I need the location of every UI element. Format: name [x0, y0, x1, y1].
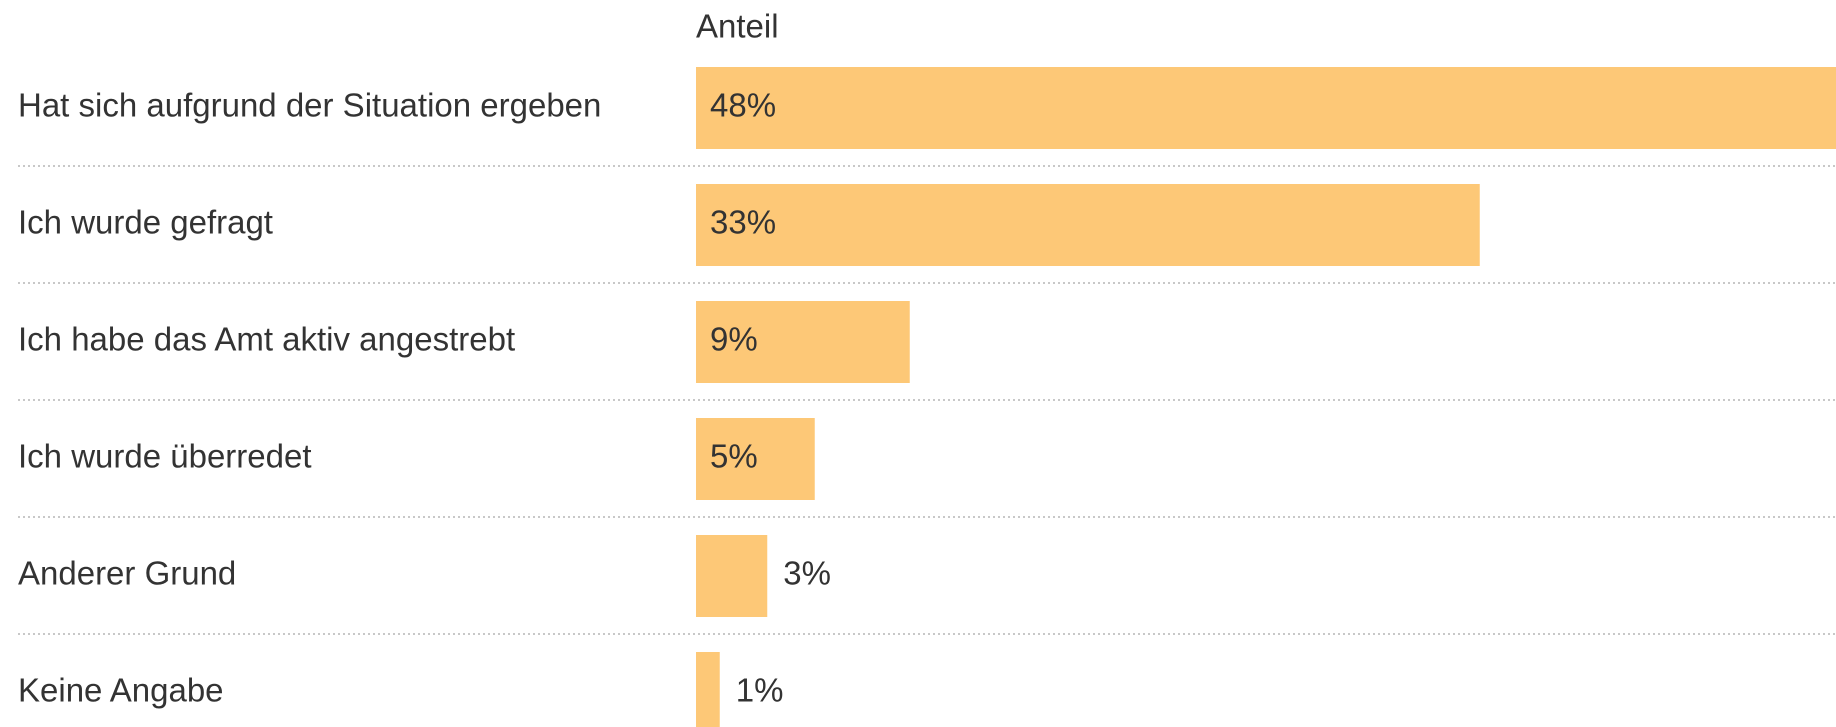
category-label: Anderer Grund	[18, 555, 236, 592]
value-label: 33%	[710, 204, 776, 241]
bar	[696, 535, 768, 617]
value-label: 1%	[736, 672, 784, 709]
value-label: 9%	[710, 321, 758, 358]
bar	[696, 418, 815, 500]
column-header: Anteil	[696, 8, 779, 45]
value-label: 48%	[710, 87, 776, 124]
bar	[696, 67, 1836, 149]
bar	[696, 652, 720, 727]
bar	[696, 301, 910, 383]
value-label: 3%	[783, 555, 831, 592]
category-label: Ich wurde gefragt	[18, 204, 273, 241]
value-label: 5%	[710, 438, 758, 475]
category-label: Hat sich aufgrund der Situation ergeben	[18, 87, 601, 124]
category-label: Keine Angabe	[18, 672, 224, 709]
category-label: Ich habe das Amt aktiv angestrebt	[18, 321, 515, 358]
category-label: Ich wurde überredet	[18, 438, 312, 475]
bar	[696, 184, 1480, 266]
